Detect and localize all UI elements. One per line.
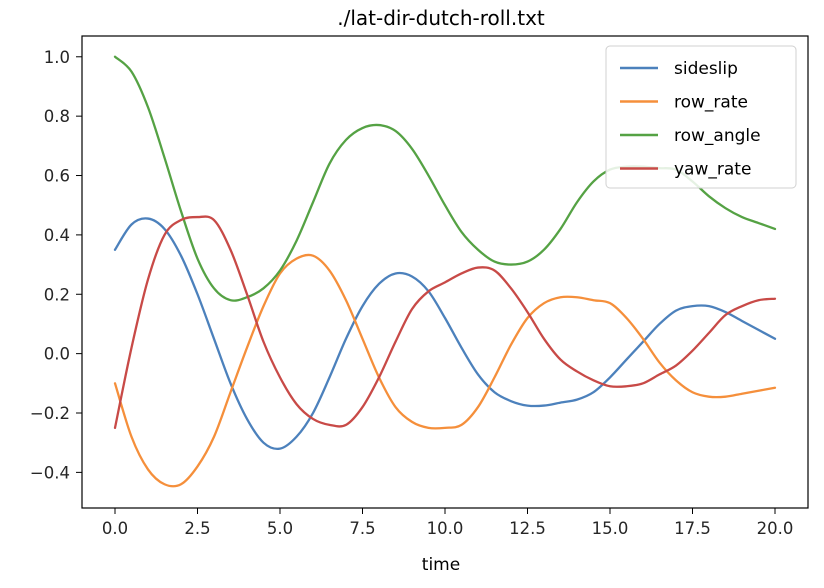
y-tick-label: 0.8 bbox=[44, 107, 70, 126]
plot-area bbox=[113, 55, 777, 488]
x-axis: 0.0 2.5 5.0 7.5 10.0 12.5 15.0 17.5 20.0 bbox=[102, 508, 794, 538]
y-tick-label: 0.4 bbox=[44, 226, 70, 245]
series-line-yaw-rate bbox=[113, 215, 777, 429]
x-axis-label: time bbox=[422, 555, 460, 575]
y-tick-label: −0.2 bbox=[30, 404, 70, 423]
x-tick-label: 5.0 bbox=[267, 519, 293, 538]
series-line-row-rate bbox=[113, 253, 777, 488]
y-tick-label: 0.2 bbox=[44, 285, 70, 304]
x-tick-label: 10.0 bbox=[427, 519, 464, 538]
x-tick-label: 12.5 bbox=[509, 519, 546, 538]
y-tick-label: 1.0 bbox=[44, 48, 70, 67]
y-tick-label: 0.6 bbox=[44, 167, 70, 186]
legend: sideslip row_rate row_angle yaw_rate bbox=[605, 45, 797, 189]
legend-label-sideslip: sideslip bbox=[674, 59, 738, 79]
x-tick-label: 15.0 bbox=[592, 519, 629, 538]
x-tick-label: 17.5 bbox=[674, 519, 711, 538]
chart-title: ./lat-dir-dutch-roll.txt bbox=[337, 6, 545, 30]
x-tick-label: 0.0 bbox=[102, 519, 128, 538]
series-line-sideslip bbox=[113, 217, 777, 451]
legend-label-row-angle: row_angle bbox=[674, 126, 761, 146]
y-axis: −0.4 −0.2 0.0 0.2 0.4 0.6 0.8 1.0 bbox=[30, 48, 82, 482]
legend-label-row-rate: row_rate bbox=[674, 93, 748, 113]
y-tick-label: −0.4 bbox=[30, 463, 70, 482]
y-tick-label: 0.0 bbox=[44, 345, 70, 364]
x-tick-label: 2.5 bbox=[184, 519, 210, 538]
legend-label-yaw-rate: yaw_rate bbox=[674, 160, 751, 180]
legend-box bbox=[605, 45, 797, 189]
x-tick-label: 7.5 bbox=[349, 519, 375, 538]
x-tick-label: 20.0 bbox=[757, 519, 794, 538]
